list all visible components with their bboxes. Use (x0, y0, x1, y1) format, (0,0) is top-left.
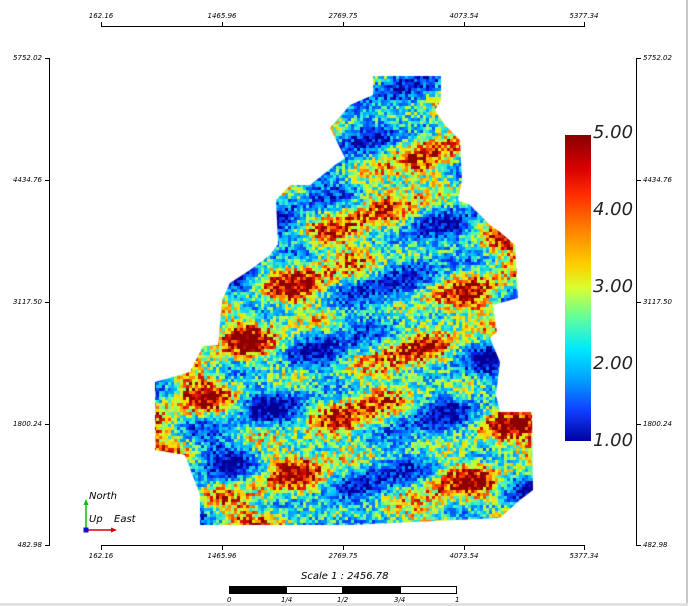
window-border-bottom (0, 603, 688, 606)
orientation-axes-icon (83, 499, 117, 533)
compass-east-label: East (114, 514, 136, 525)
scale-label: 3/4 (394, 596, 406, 604)
left-tick-label: 3117.50 (13, 298, 42, 306)
scale-label: 1/4 (281, 596, 293, 604)
right-tick (636, 545, 641, 546)
top-tick-label: 4073.54 (449, 12, 479, 20)
left-tick-label: 482.98 (17, 541, 43, 549)
color-legend-bar (565, 135, 591, 441)
top-tick (222, 22, 223, 27)
left-tick-label: 5752.02 (13, 54, 42, 62)
window-border (686, 0, 688, 606)
scale-bar-segment (400, 586, 457, 594)
bottom-tick-label: 1465.96 (207, 552, 237, 560)
color-legend-label: 4.00 (593, 199, 634, 220)
top-tick-label: 2769.75 (328, 12, 358, 20)
left-tick (45, 545, 50, 546)
left-tick (45, 180, 50, 181)
bottom-tick-label: 5377.34 (569, 552, 599, 560)
color-legend-label: 5.00 (593, 122, 634, 143)
left-tick-label: 4434.76 (13, 176, 42, 184)
bottom-tick (101, 545, 102, 550)
color-legend-label: 2.00 (593, 353, 634, 374)
compass-up-label: Up (89, 514, 103, 525)
top-tick-label: 5377.34 (569, 12, 599, 20)
bottom-tick-label: 162.16 (88, 552, 114, 560)
left-tick (45, 424, 50, 425)
bottom-tick (343, 545, 344, 550)
right-tick (636, 302, 641, 303)
bottom-tick (464, 545, 465, 550)
top-tick (101, 22, 102, 27)
right-tick-label: 482.98 (643, 541, 668, 549)
right-tick-label: 1800.24 (643, 420, 672, 428)
scale-label: 0 (227, 596, 232, 604)
color-legend-label: 1.00 (593, 430, 634, 451)
scale-bar-segment (286, 586, 343, 594)
top-tick (584, 22, 585, 27)
bottom-tick (222, 545, 223, 550)
right-tick-label: 4434.76 (643, 176, 672, 184)
right-tick (636, 424, 641, 425)
top-tick (464, 22, 465, 27)
top-tick-label: 1465.96 (207, 12, 237, 20)
top-tick-label: 162.16 (88, 12, 114, 20)
left-tick-label: 1800.24 (13, 420, 42, 428)
bottom-tick-label: 2769.75 (328, 552, 358, 560)
scale-label: 1/2 (337, 596, 349, 604)
right-tick (636, 58, 641, 59)
scale-bar-segment (343, 586, 400, 594)
bottom-tick-label: 4073.54 (449, 552, 479, 560)
right-tick-label: 5752.02 (643, 54, 672, 62)
color-legend-label: 3.00 (593, 276, 634, 297)
top-tick (343, 22, 344, 27)
scale-bar-segment (229, 586, 286, 594)
compass-north-label: North (89, 491, 117, 502)
right-tick (636, 180, 641, 181)
left-tick (45, 58, 50, 59)
scale-title: Scale 1 : 2456.78 (301, 571, 389, 582)
scale-label: 1 (455, 596, 460, 604)
left-tick (45, 302, 50, 303)
bottom-tick (584, 545, 585, 550)
right-tick-label: 3117.50 (643, 298, 672, 306)
